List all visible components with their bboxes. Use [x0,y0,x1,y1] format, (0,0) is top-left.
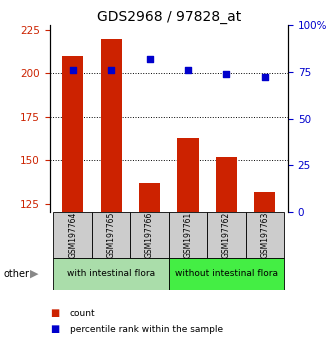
Bar [216,157,237,354]
Text: percentile rank within the sample: percentile rank within the sample [70,325,223,334]
Bar [177,138,199,354]
Bar [130,212,169,258]
Bar [62,56,83,354]
Point [147,56,152,61]
Bar [54,258,169,290]
Bar [246,212,284,258]
Text: with intestinal flora: with intestinal flora [67,269,155,279]
Text: count: count [70,309,95,318]
Text: GSM197766: GSM197766 [145,212,154,258]
Bar [139,183,160,354]
Text: GSM197765: GSM197765 [107,212,116,258]
Text: without intestinal flora: without intestinal flora [175,269,278,279]
Bar [169,212,207,258]
Bar [254,192,275,354]
Text: other: other [3,269,29,279]
Point [224,71,229,76]
Text: ▶: ▶ [30,269,38,279]
Point [109,67,114,73]
Bar [54,212,92,258]
Bar [207,212,246,258]
Point [70,67,75,73]
Bar [92,212,130,258]
Text: ■: ■ [50,308,59,318]
Text: GSM197762: GSM197762 [222,212,231,258]
Bar [169,258,284,290]
Text: GSM197763: GSM197763 [260,212,269,258]
Text: GSM197764: GSM197764 [68,212,77,258]
Bar [101,39,122,354]
Point [262,74,267,80]
Title: GDS2968 / 97828_at: GDS2968 / 97828_at [97,10,241,24]
Point [185,67,191,73]
Text: ■: ■ [50,324,59,334]
Text: GSM197761: GSM197761 [183,212,193,258]
